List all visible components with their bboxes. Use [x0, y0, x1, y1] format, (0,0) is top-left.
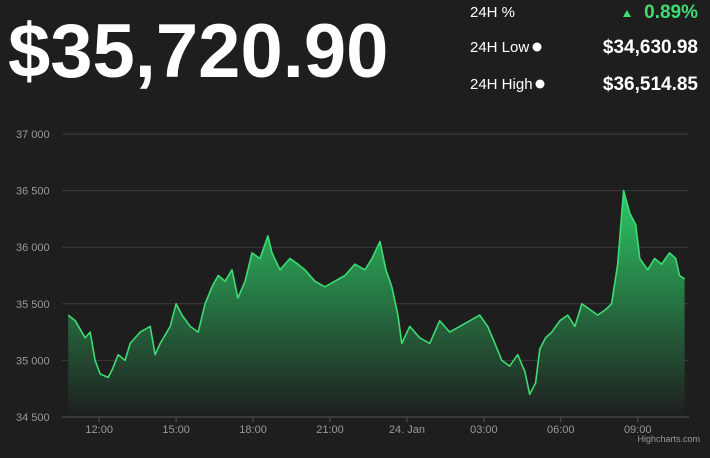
stat-value: $36,514.85	[603, 74, 699, 95]
info-icon[interactable]	[535, 79, 545, 89]
x-tick-label: 09:00	[624, 424, 652, 436]
x-tick-label: 18:00	[239, 424, 267, 436]
y-tick-label: 36 500	[16, 186, 50, 198]
stat-value: 0.89%	[644, 2, 698, 23]
info-icon[interactable]	[532, 42, 542, 52]
area	[68, 190, 685, 417]
price-line	[67, 189, 686, 396]
stat-label: 24H Low	[470, 39, 529, 56]
x-tick-label: 06:00	[547, 424, 575, 436]
stat-value: $34,630.98	[603, 37, 698, 58]
credits[interactable]: Highcharts.com	[637, 434, 700, 444]
stat-label: 24H High	[470, 76, 533, 93]
x-tick-label: 21:00	[316, 424, 344, 436]
x-tick-label: 24. Jan	[389, 424, 425, 436]
x-tick-label: 03:00	[470, 424, 498, 436]
y-tick-label: 34 500	[16, 412, 50, 424]
y-tick-label: 35 500	[16, 299, 50, 311]
y-tick-label: 37 000	[16, 129, 50, 141]
x-tick-label: 15:00	[162, 424, 190, 436]
y-tick-label: 36 000	[16, 242, 50, 254]
x-tick-label: 12:00	[85, 424, 113, 436]
up-arrow	[623, 10, 631, 17]
stat-label: 24H %	[470, 4, 515, 21]
current-price: $35,720.90	[8, 9, 388, 94]
y-tick-label: 35 000	[16, 355, 50, 367]
